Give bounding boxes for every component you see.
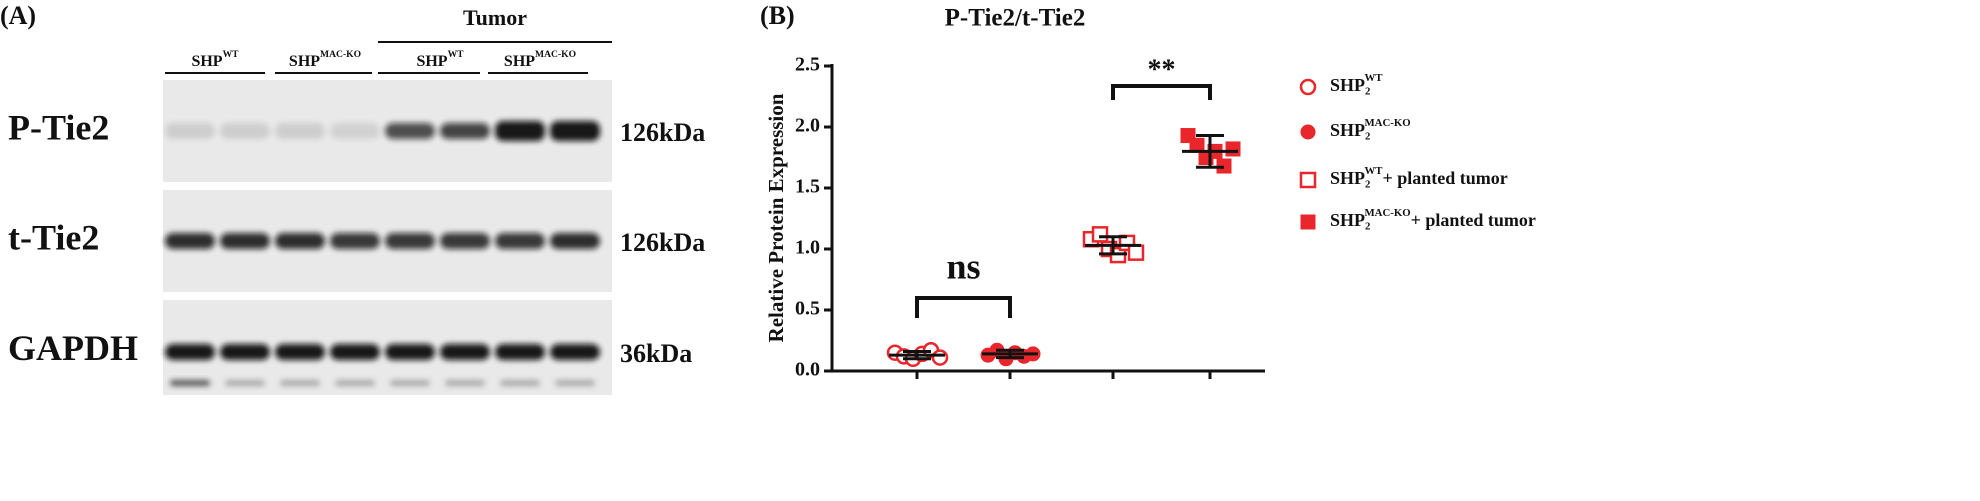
- label-superscript: MAC-KO: [1364, 117, 1410, 129]
- y-axis-label: Relative Protein Expression: [764, 93, 788, 342]
- blot-band: [220, 344, 270, 360]
- legend-label: SHP2 WT+ planted tumor: [1330, 165, 1508, 191]
- y-tick-label: 0.0: [795, 359, 820, 381]
- label-superscript: WT: [1364, 165, 1383, 177]
- label-subscript: 2: [1365, 179, 1370, 191]
- row-label: GAPDH: [8, 328, 138, 368]
- significance-label: ns: [946, 246, 980, 286]
- label-base: SHP: [191, 53, 222, 70]
- label-subscript: 2: [1365, 221, 1370, 233]
- y-tick-label: 1.0: [795, 237, 820, 259]
- blot-band: [275, 123, 325, 139]
- blot-band: [440, 123, 490, 139]
- data-point: [931, 349, 949, 366]
- blot-band: [275, 233, 325, 249]
- y-tick-label: 0.5: [795, 298, 820, 320]
- label-superscript: WT: [223, 49, 240, 60]
- legend-label: SHP2 MAC-KO: [1330, 117, 1411, 142]
- label-base: SHP: [1330, 168, 1365, 188]
- legend-marker: [1300, 124, 1316, 140]
- blot-band: [385, 344, 435, 360]
- size-label: 126kDa: [620, 228, 705, 257]
- legend-label: SHP2 WT: [1330, 72, 1383, 98]
- blot-band: [550, 233, 600, 249]
- legend-label: SHP2 MAC-KO+ planted tumor: [1330, 207, 1536, 233]
- blot-band: [440, 233, 490, 249]
- blot-band: [550, 121, 600, 141]
- label-suffix: + planted tumor: [1382, 168, 1507, 188]
- y-tick-label: 2.0: [795, 115, 820, 137]
- size-label: 126kDa: [620, 118, 705, 147]
- blot-band: [165, 344, 215, 360]
- y-tick-label: 2.5: [795, 54, 820, 76]
- label-base: SHP: [1330, 210, 1365, 230]
- blot-band: [335, 380, 375, 386]
- blot-band: [500, 380, 540, 386]
- label-superscript: MAC-KO: [1364, 207, 1410, 219]
- row-label: t-Tie2: [8, 217, 99, 257]
- significance-bracket: [1111, 84, 1212, 100]
- blot-band: [330, 123, 380, 139]
- blot-band: [220, 123, 270, 139]
- label-superscript: WT: [448, 49, 465, 60]
- legend-marker: [1300, 214, 1316, 230]
- lane-label: SHPMAC-KO: [504, 49, 576, 70]
- label-suffix: + planted tumor: [1411, 210, 1536, 230]
- blot-band: [225, 380, 265, 386]
- legend-marker: [1299, 171, 1317, 189]
- blot-band: [170, 380, 210, 386]
- blot-band: [385, 233, 435, 249]
- lane-label: SHPMAC-KO: [289, 49, 361, 70]
- label-superscript: WT: [1364, 72, 1383, 84]
- group-header: Tumor: [463, 5, 527, 30]
- blot-band: [390, 380, 430, 386]
- data-point: [1225, 141, 1241, 157]
- panel-label: (A): [0, 1, 36, 30]
- blot-band: [445, 380, 485, 386]
- blot-band: [275, 344, 325, 360]
- blot-band: [550, 344, 600, 360]
- size-label: 36kDa: [620, 339, 692, 368]
- data-point: [1127, 244, 1145, 261]
- label-base: SHP: [1330, 75, 1365, 95]
- blot-band: [440, 344, 490, 360]
- significance-label: **: [1148, 54, 1176, 85]
- label-superscript: MAC-KO: [535, 49, 576, 60]
- legend-marker: [1299, 78, 1317, 96]
- blot-band: [495, 344, 545, 360]
- label-base: SHP: [416, 53, 447, 70]
- label-subscript: 2: [1365, 131, 1370, 143]
- blot-band: [330, 344, 380, 360]
- y-tick-label: 1.5: [795, 176, 820, 198]
- blot-band: [330, 233, 380, 249]
- blot-band: [385, 123, 435, 139]
- chart-title: P-Tie2/t-Tie2: [945, 5, 1086, 32]
- blot-band: [280, 380, 320, 386]
- label-base: SHP: [1330, 120, 1365, 140]
- label-superscript: MAC-KO: [320, 49, 361, 60]
- blot-band: [165, 233, 215, 249]
- blot-band: [495, 233, 545, 249]
- panel-label: (B): [760, 1, 795, 30]
- data-point: [1091, 226, 1109, 243]
- row-label: P-Tie2: [8, 107, 109, 147]
- blot-band: [165, 123, 215, 139]
- blot-band: [555, 380, 595, 386]
- lane-label: SHPWT: [416, 49, 464, 70]
- blot-band: [495, 121, 545, 141]
- label-base: SHP: [289, 53, 320, 70]
- label-subscript: 2: [1365, 86, 1370, 98]
- label-base: SHP: [504, 53, 535, 70]
- significance-bracket: [915, 296, 1012, 318]
- blot-band: [220, 233, 270, 249]
- lane-label: SHPWT: [191, 49, 239, 70]
